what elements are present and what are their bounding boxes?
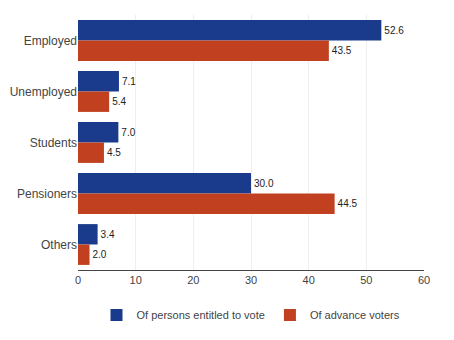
svg-text:30: 30 [245, 274, 257, 286]
svg-text:7.0: 7.0 [121, 127, 135, 138]
svg-text:Unemployed: Unemployed [10, 85, 77, 99]
svg-text:20: 20 [187, 274, 199, 286]
svg-text:40: 40 [303, 274, 315, 286]
svg-text:Pensioners: Pensioners [17, 187, 77, 201]
svg-text:4.5: 4.5 [107, 147, 121, 158]
svg-text:Of advance voters: Of advance voters [310, 309, 400, 321]
svg-text:52.6: 52.6 [384, 25, 404, 36]
svg-text:60: 60 [418, 274, 430, 286]
svg-text:44.5: 44.5 [338, 198, 358, 209]
svg-text:50: 50 [360, 274, 372, 286]
svg-text:43.5: 43.5 [332, 45, 352, 56]
svg-text:Others: Others [41, 238, 77, 252]
svg-text:5.4: 5.4 [112, 96, 126, 107]
svg-text:Students: Students [30, 136, 77, 150]
svg-text:Of persons entitled to vote: Of persons entitled to vote [137, 309, 265, 321]
svg-text:0: 0 [75, 274, 81, 286]
svg-text:3.4: 3.4 [101, 229, 115, 240]
svg-text:10: 10 [130, 274, 142, 286]
svg-text:30.0: 30.0 [254, 178, 274, 189]
svg-text:7.1: 7.1 [122, 76, 136, 87]
svg-text:2.0: 2.0 [93, 249, 107, 260]
svg-text:Employed: Employed [24, 34, 77, 48]
